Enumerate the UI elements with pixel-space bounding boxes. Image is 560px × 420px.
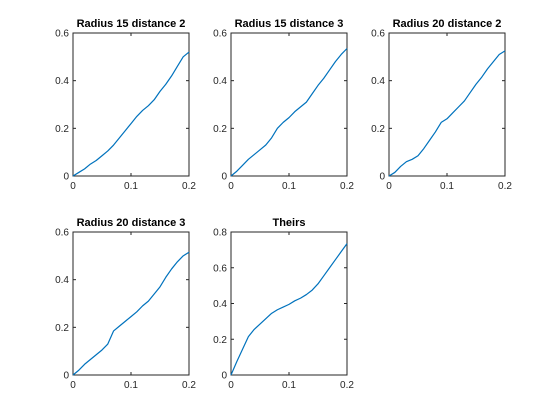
panel-title: Radius 20 distance 3 [77,217,186,229]
x-tick-label: 0.2 [182,380,196,391]
series-line-1 [72,251,190,376]
axes-box [388,32,506,177]
x-tick-label: 0 [70,181,76,192]
y-tick-label: 0.8 [213,228,227,239]
subplot-3: 0 0.1 0.2 0 0.2 0.4 0.6 Radius 20 distance 2 [371,18,512,192]
y-tick-label: 0.4 [371,76,385,87]
panel-title: Radius 15 distance 2 [77,18,186,30]
axes-box [72,231,190,376]
subplot-grid: 0 0.1 0.2 0 0.2 0.4 0.6 Radius 15 distance 2 0 0.… [55,18,512,391]
y-tick-label: 0.6 [55,228,69,239]
subplot-2: 0 0.1 0.2 0 0.2 0.4 0.6 Radius 15 distance 3 [213,18,354,192]
y-tick-label: 0.4 [213,299,227,310]
y-tick-label: 0.4 [213,76,227,87]
panel-title: Theirs [272,217,305,229]
panel-title: Radius 20 distance 2 [393,18,502,30]
x-tick-label: 0.1 [282,181,296,192]
x-tick-label: 0.1 [124,181,138,192]
x-tick-label: 0.1 [124,380,138,391]
panel-title: Radius 15 distance 3 [235,18,344,30]
y-tick-label: 0.2 [213,335,227,346]
y-tick-label: 0.2 [55,124,69,135]
subplot-5: 0 0.1 0.2 0 0.2 0.4 0.6 0.8 Theirs [213,217,354,391]
y-tick-label: 0.6 [213,29,227,40]
y-tick-label: 0 [379,172,385,183]
x-tick-label: 0.2 [340,181,354,192]
series-line-1 [230,243,348,376]
x-tick-label: 0.1 [282,380,296,391]
y-tick-label: 0.4 [55,275,69,286]
axes-box [72,32,190,177]
y-tick-label: 0.2 [371,124,385,135]
series-line-1 [72,51,190,177]
y-tick-label: 0.6 [55,29,69,40]
y-tick-label: 0 [63,172,69,183]
x-tick-label: 0.1 [440,181,454,192]
subplot-1: 0 0.1 0.2 0 0.2 0.4 0.6 Radius 15 distance 2 [55,18,196,192]
y-tick-label: 0 [63,371,69,382]
y-tick-label: 0.6 [213,263,227,274]
series-line-1 [388,50,506,177]
axes-box [230,32,348,177]
y-tick-label: 0 [221,371,227,382]
y-tick-label: 0.6 [371,29,385,40]
axes-box [230,231,348,376]
x-tick-label: 0.2 [498,181,512,192]
y-tick-label: 0 [221,172,227,183]
x-tick-label: 0 [228,380,234,391]
x-tick-label: 0 [70,380,76,391]
y-tick-label: 0.2 [213,124,227,135]
x-tick-label: 0.2 [340,380,354,391]
x-tick-label: 0 [386,181,392,192]
y-tick-label: 0.2 [55,323,69,334]
x-tick-label: 0.2 [182,181,196,192]
y-tick-label: 0.4 [55,76,69,87]
x-tick-label: 0 [228,181,234,192]
subplot-4: 0 0.1 0.2 0 0.2 0.4 0.6 Radius 20 distance 3 [55,217,196,391]
series-line-1 [230,48,348,177]
